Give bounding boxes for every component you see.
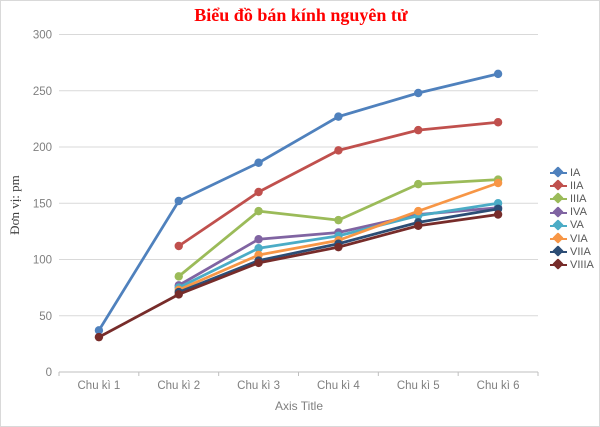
series-marker-IIIA — [334, 215, 343, 225]
line-diamond-marker-icon — [550, 219, 567, 231]
series-line-VIIIA — [98, 213, 499, 339]
line-diamond-marker-icon — [550, 258, 567, 271]
legend-item-viiia: VIIIA — [550, 258, 599, 271]
series-marker-VIIIA — [254, 258, 263, 268]
series-marker-IIA — [493, 118, 503, 127]
legend-label: IIIA — [570, 192, 587, 205]
x-tick-label: Chu kì 2 — [157, 380, 200, 392]
y-tick-label: 0 — [46, 367, 52, 379]
series-marker-VIIIA — [174, 290, 183, 299]
chart-title: Biểu đồ bán kính nguyên tử — [194, 5, 408, 25]
series-marker-IIIA — [414, 179, 423, 189]
series-line-IIIA — [177, 178, 499, 278]
line-diamond-marker-icon — [550, 192, 567, 205]
legend-item-va: VA — [550, 219, 599, 232]
legend-label: VIIA — [570, 245, 591, 258]
legend-diamond — [552, 179, 564, 191]
series-marker-IIA — [254, 187, 263, 197]
y-tick-label: 50 — [39, 311, 52, 323]
y-tick-label: 300 — [33, 30, 52, 42]
series-marker-IA — [493, 69, 503, 79]
series-marker-IIIA — [174, 272, 183, 281]
series-marker-IIA — [174, 241, 183, 251]
legend-diamond — [552, 245, 564, 257]
legend-item-iiia: IIIA — [550, 192, 599, 205]
legend-label: VIIIA — [570, 258, 594, 271]
series-marker-VIIIA — [414, 221, 423, 230]
legend-item-iva: IVA — [550, 205, 599, 219]
legend-diamond — [552, 192, 564, 205]
line-diamond-marker-icon — [550, 179, 567, 191]
legend-item-viia: VIIA — [550, 245, 599, 258]
series-line-IA — [97, 72, 499, 332]
legend-item-via: VIA — [550, 232, 599, 245]
y-tick-label: 100 — [33, 255, 52, 267]
legend-label: IIA — [570, 179, 584, 192]
legend-diamond — [552, 258, 564, 271]
series-marker-IA — [254, 158, 263, 167]
series-marker-IA — [174, 196, 183, 206]
series-marker-IVA — [254, 235, 263, 244]
x-tick-label: Chu kì 4 — [317, 380, 360, 392]
series-marker-IIIA — [254, 206, 263, 216]
line-diamond-marker-icon — [550, 205, 567, 218]
legend-diamond — [552, 219, 564, 231]
line-diamond-marker-icon — [550, 232, 567, 244]
chart-legend: IA IIA IIIA IVA VA VIA VIIA VIIIA — [550, 166, 599, 272]
x-tick-label: Chu kì 6 — [477, 380, 520, 392]
series-marker-IA — [414, 88, 423, 98]
legend-label: VA — [570, 219, 584, 232]
series-marker-VIIIA — [334, 242, 343, 252]
series-line-IIA — [177, 120, 499, 248]
series-marker-IIA — [334, 146, 343, 155]
y-tick-label: 150 — [33, 198, 52, 210]
series-marker-IA — [94, 326, 104, 335]
series-marker-VIIIA — [94, 332, 104, 342]
series-marker-VIA — [414, 206, 423, 216]
legend-label: VIA — [570, 232, 588, 245]
series-marker-VIIIA — [493, 210, 503, 219]
series-marker-VA — [254, 244, 263, 253]
legend-item-iia: IIA — [550, 179, 599, 192]
line-diamond-marker-icon — [550, 245, 567, 257]
series-marker-IA — [334, 112, 343, 121]
legend-diamond — [552, 205, 564, 218]
legend-label: IA — [570, 166, 581, 179]
legend-diamond — [552, 232, 564, 244]
legend-diamond — [552, 166, 564, 178]
series-marker-IIA — [414, 125, 423, 135]
x-tick-label: Chu kì 1 — [78, 380, 121, 392]
x-tick-label: Chu kì 5 — [397, 380, 440, 392]
legend-item-ia: IA — [550, 166, 599, 179]
x-axis-title: Axis Title — [274, 399, 323, 413]
line-diamond-marker-icon — [550, 166, 567, 178]
x-tick-label: Chu kì 3 — [237, 380, 280, 392]
series-marker-VIA — [493, 178, 503, 188]
y-tick-label: 250 — [33, 86, 52, 98]
y-tick-label: 200 — [33, 142, 52, 154]
legend-label: IVA — [570, 206, 587, 219]
